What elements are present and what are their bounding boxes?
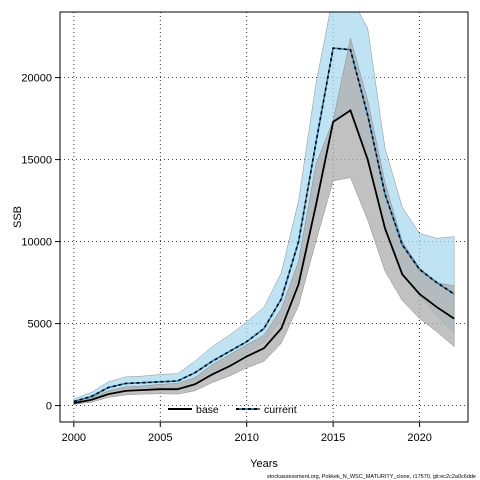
y-tick-label: 10000 [21, 237, 52, 249]
x-axis-title: Years [250, 458, 278, 470]
y-tick-label: 5000 [28, 319, 52, 331]
axis-ticks: 2000 2005 2010 2015 2020 0 5000 10000 15000 20000 [21, 73, 431, 444]
legend-item-current: current [236, 404, 297, 416]
plot-frame [59, 11, 469, 423]
legend-item-base: base [168, 404, 219, 416]
legend-label-current: current [264, 404, 297, 416]
x-tick-label: 2015 [321, 432, 345, 444]
x-tick-label: 2005 [148, 432, 172, 444]
band-base [73, 38, 455, 405]
y-tick-label: 15000 [21, 155, 52, 167]
x-tick-label: 2020 [407, 432, 431, 444]
line-base [73, 109, 455, 405]
y-axis-title: SSB [12, 206, 24, 228]
footnote: stockassessment.org, Pokkek_N_WSC_MATURI… [267, 474, 476, 480]
series-lines [73, 47, 455, 405]
legend-label-base: base [196, 404, 219, 416]
x-tick-label: 2000 [62, 432, 86, 444]
legend: base current [168, 404, 297, 416]
x-tick-label: 2010 [234, 432, 258, 444]
confidence-bands [73, 12, 455, 405]
y-tick-label: 20000 [21, 73, 52, 85]
line-current [73, 47, 455, 403]
y-tick-label: 0 [46, 401, 52, 413]
